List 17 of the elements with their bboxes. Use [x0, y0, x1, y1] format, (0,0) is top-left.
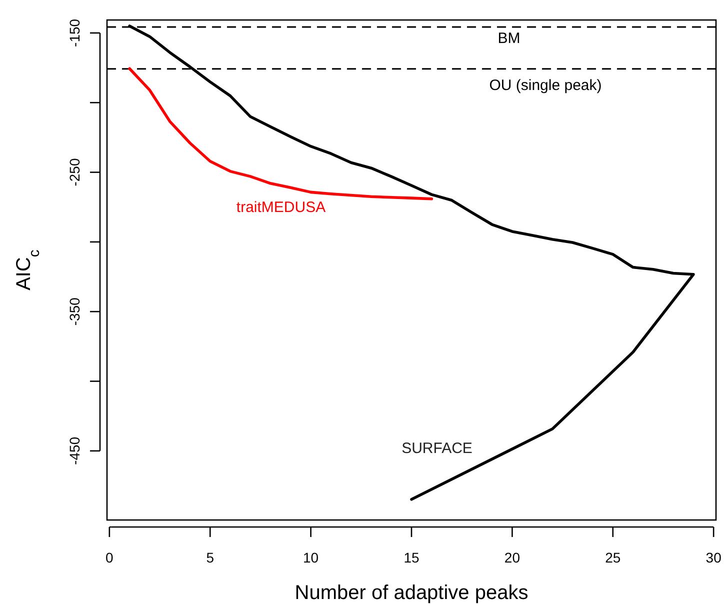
- ref-line-label: BM: [498, 30, 520, 47]
- x-tick-label: 10: [303, 549, 319, 566]
- y-tick-label: -350: [66, 297, 83, 326]
- x-tick-label: 0: [106, 549, 114, 566]
- x-tick-label: 25: [605, 549, 621, 566]
- x-axis-title: Number of adaptive peaks: [294, 582, 528, 604]
- line-series: [128, 67, 434, 200]
- series-label: traitMEDUSA: [236, 199, 326, 216]
- y-tick-label: -150: [66, 18, 83, 47]
- ref-line-label: OU (single peak): [489, 76, 602, 94]
- x-tick-label: 30: [706, 549, 722, 566]
- x-tick-label: 15: [404, 549, 420, 566]
- series-label: SURFACE: [402, 440, 472, 457]
- y-tick-label: -450: [66, 436, 83, 465]
- x-tick-label: 20: [504, 549, 520, 566]
- x-tick-label: 5: [206, 549, 214, 566]
- y-tick-label: -250: [66, 158, 83, 186]
